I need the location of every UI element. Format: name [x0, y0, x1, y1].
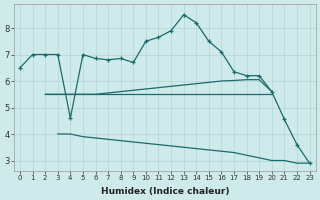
- X-axis label: Humidex (Indice chaleur): Humidex (Indice chaleur): [100, 187, 229, 196]
